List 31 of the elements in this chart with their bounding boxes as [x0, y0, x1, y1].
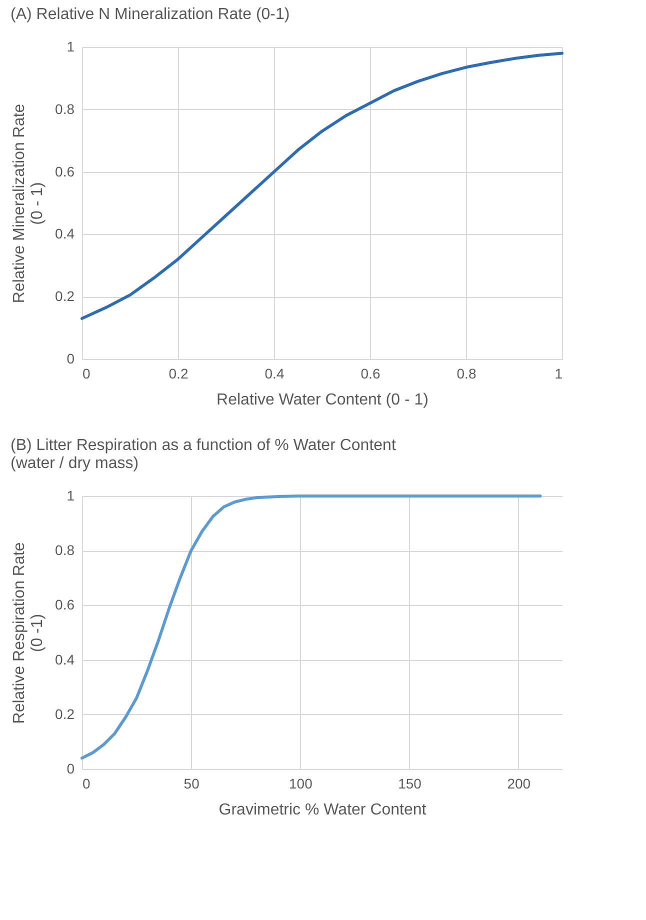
x-tick-label: 0	[82, 776, 90, 792]
y-tick-label: 0.8	[55, 542, 75, 558]
y-tick-label: 0.4	[55, 651, 75, 668]
x-tick-label: 0.4	[264, 366, 284, 382]
y-tick-label: 0	[66, 760, 75, 776]
y-tick-label: 0.2	[55, 288, 75, 304]
x-tick-label: 50	[184, 776, 200, 792]
x-tick-label: 0.2	[168, 366, 188, 382]
x-tick-label: 0	[82, 366, 90, 382]
line-series	[80, 52, 564, 320]
y-tick-label: 1	[66, 488, 75, 504]
x-tick-label: 0.6	[360, 366, 380, 382]
y-tick-label: 0.8	[55, 100, 75, 117]
x-axis-title: Gravimetric % Water Content	[218, 802, 427, 818]
x-tick-label: 100	[289, 776, 313, 792]
y-axis-title: Relative Respiration Rate (0 -1)	[11, 542, 46, 724]
y-tick-label: 0	[66, 350, 75, 366]
y-tick-label: 0.4	[55, 226, 75, 242]
y-tick-label: 0.6	[55, 596, 75, 613]
x-axis-title: Relative Water Content (0 - 1)	[216, 392, 428, 408]
x-tick-label: 0.8	[456, 366, 476, 382]
x-tick-label: 150	[398, 776, 422, 792]
chart-title: (A) Relative N Mineralization Rate (0-1)	[10, 6, 290, 23]
y-axis-title: Relative Mineralization Rate (0 - 1)	[11, 104, 46, 304]
x-tick-label: 200	[507, 776, 531, 792]
line-series	[80, 494, 542, 760]
y-tick-label: 0.6	[55, 163, 75, 180]
x-tick-label: 1	[554, 366, 563, 382]
y-tick-label: 1	[66, 38, 75, 54]
y-tick-label: 0.2	[55, 706, 75, 722]
chart-title: (B) Litter Respiration as a function of % Water Content (water / dry mass)	[10, 437, 396, 472]
